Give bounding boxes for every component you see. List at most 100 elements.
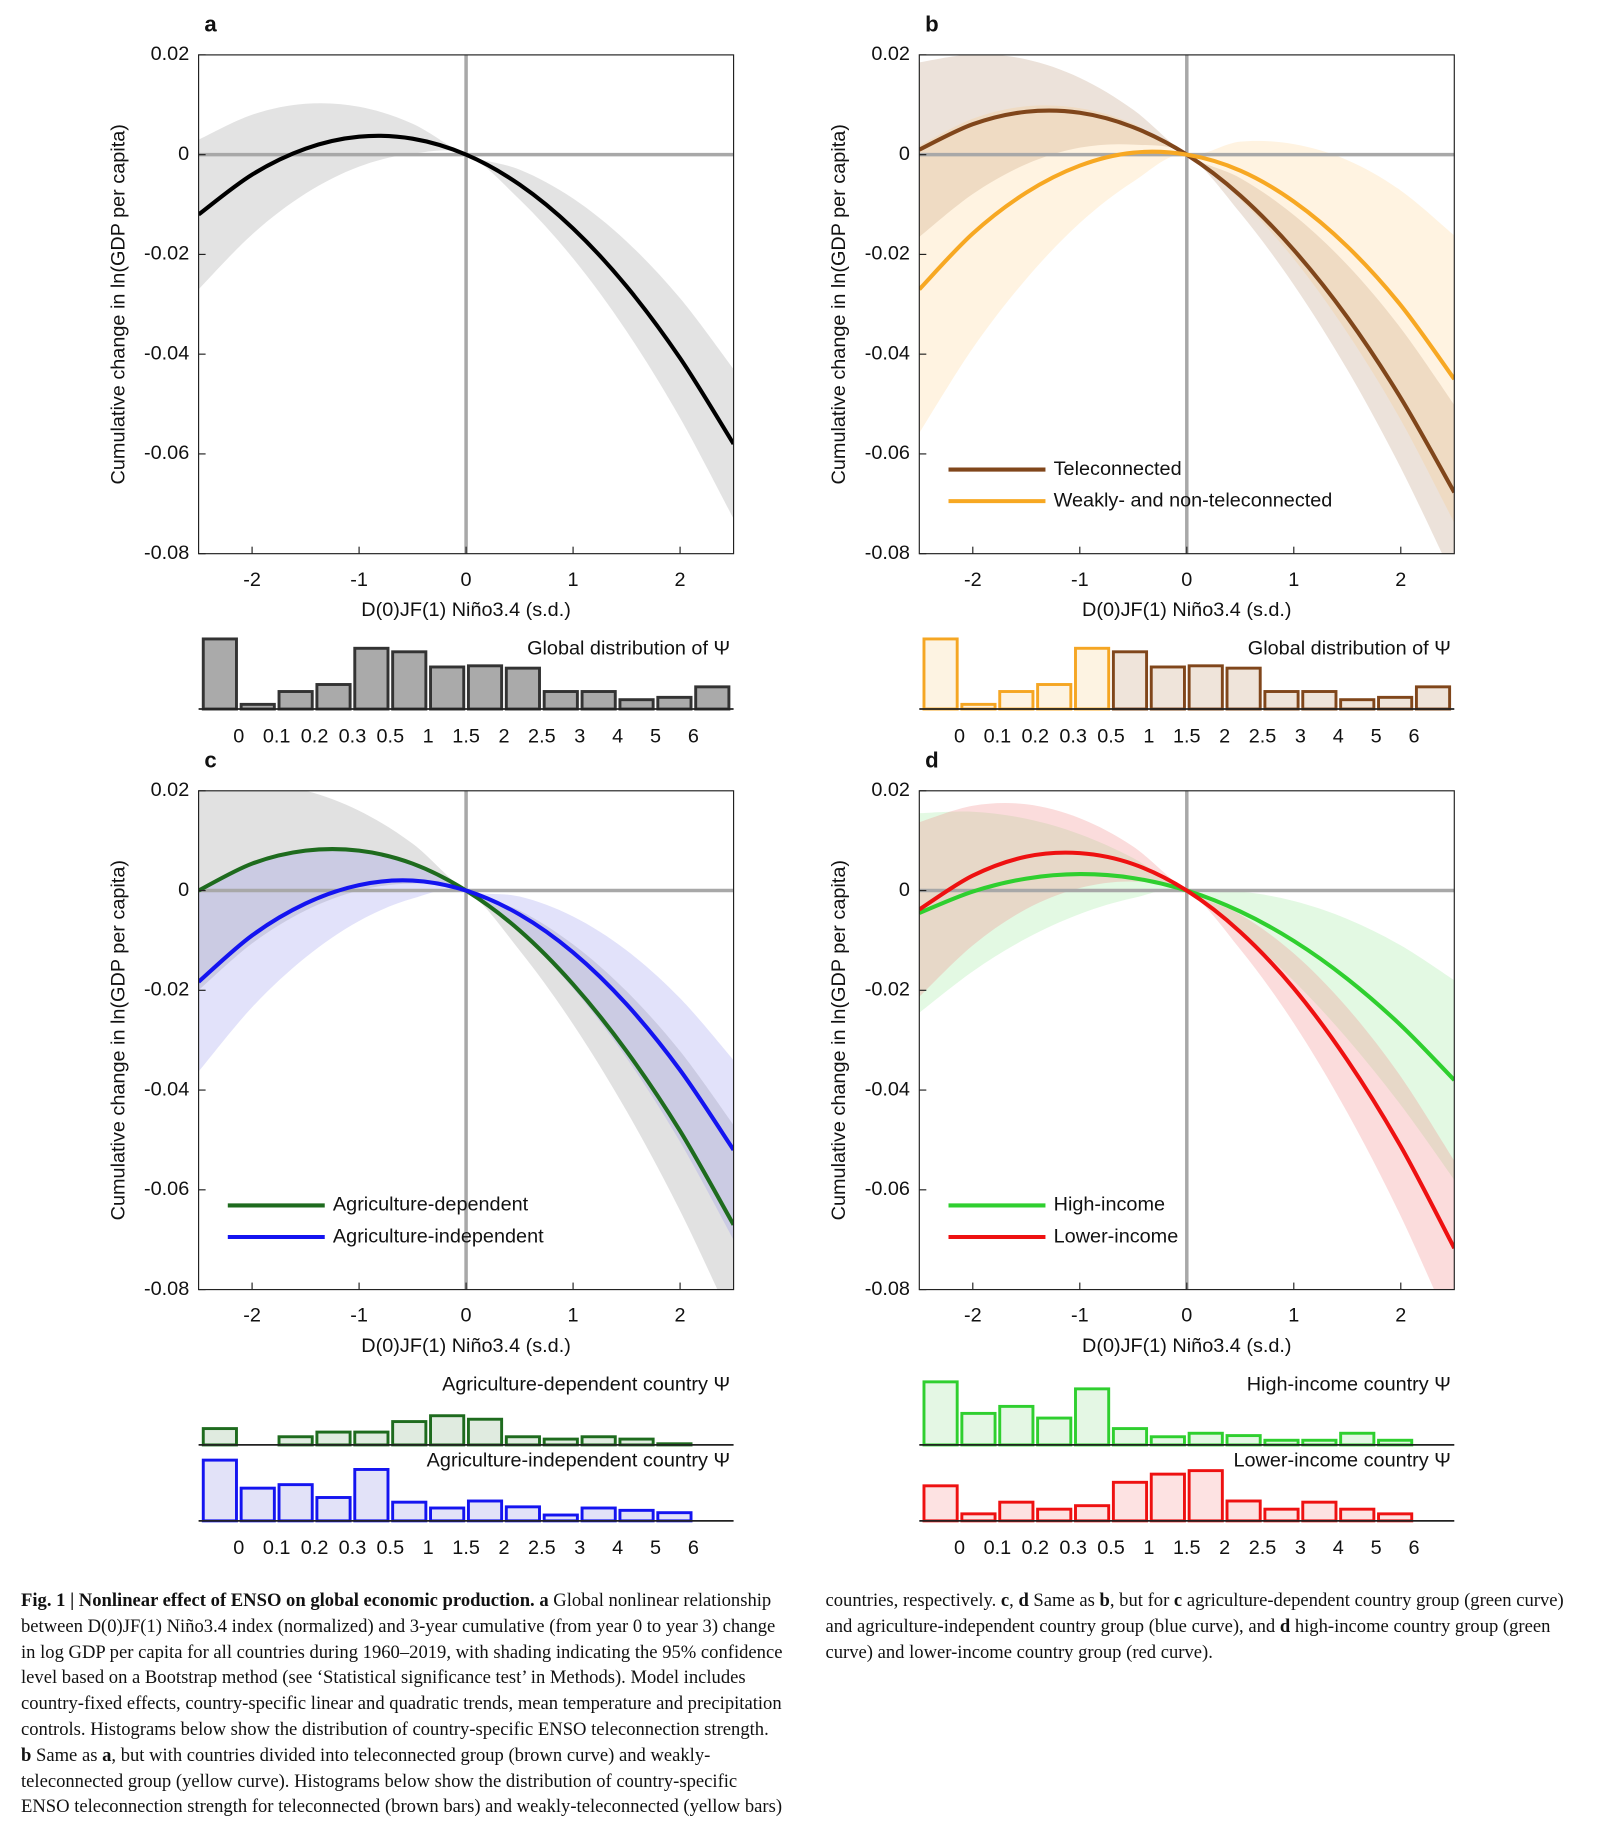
histogram-bar xyxy=(1149,665,1186,711)
x-axis-label: D(0)JF(1) Niño3.4 (s.d.) xyxy=(361,1335,571,1357)
bin-label: 2.5 xyxy=(1249,725,1277,747)
y-tick-label: -0.02 xyxy=(865,243,910,265)
histogram-bar xyxy=(1414,685,1452,711)
histogram-bar xyxy=(466,1499,504,1523)
bin-label: 4 xyxy=(612,1537,623,1559)
histogram-bar xyxy=(504,1505,541,1523)
caption: Fig. 1 | Nonlinear effect of ENSO on glo… xyxy=(21,1588,1588,1826)
histogram-bar xyxy=(1225,666,1262,711)
histogram-bar xyxy=(315,683,352,711)
histogram-bar xyxy=(960,1512,997,1523)
x-tick-label: -2 xyxy=(243,569,261,591)
legend-label: Agriculture-independent xyxy=(333,1225,544,1247)
x-tick-label: 2 xyxy=(675,569,686,591)
bin-label: 3 xyxy=(1295,1537,1306,1559)
histogram-bar xyxy=(694,685,731,711)
bin-label: 0.2 xyxy=(1021,1537,1049,1559)
bin-label: 1.5 xyxy=(452,1537,480,1559)
bin-label: 6 xyxy=(1409,725,1420,747)
histogram-bar xyxy=(1074,1387,1111,1447)
bin-label: 2 xyxy=(1219,1537,1230,1559)
histogram-bar xyxy=(1111,1480,1149,1523)
histogram-bar xyxy=(391,1420,428,1447)
y-tick-label: 0 xyxy=(899,879,910,901)
histogram-bar xyxy=(239,1486,276,1523)
y-tick-label: -0.04 xyxy=(144,342,189,364)
histogram-bar xyxy=(998,1500,1035,1523)
caption-text: , but with countries divided into teleco… xyxy=(21,1590,1001,1818)
confidence-band xyxy=(198,847,734,1240)
bin-label: 0.2 xyxy=(1021,725,1049,747)
bin-label: 2.5 xyxy=(528,725,556,747)
x-tick-label: -1 xyxy=(350,1305,368,1327)
bin-label: 3 xyxy=(574,725,585,747)
y-tick-label: -0.04 xyxy=(865,1078,910,1100)
histogram-bar xyxy=(618,698,655,711)
bin-label: 0.3 xyxy=(339,1537,367,1559)
bin-label: 2 xyxy=(498,1537,509,1559)
y-tick-label: -0.08 xyxy=(865,1278,910,1300)
caption-bold: a xyxy=(102,1744,112,1766)
x-tick-label: -2 xyxy=(243,1305,261,1327)
caption-bold: d xyxy=(1279,1615,1291,1637)
x-tick-label: 0 xyxy=(1181,569,1192,591)
histogram-bar xyxy=(277,690,314,711)
bin-label: 1.5 xyxy=(1173,725,1201,747)
bin-label: 0.3 xyxy=(339,725,367,747)
y-tick-label: -0.06 xyxy=(144,1178,189,1200)
bin-label: 2 xyxy=(1219,725,1230,747)
x-tick-label: -1 xyxy=(1071,569,1089,591)
curve xyxy=(198,133,734,446)
bin-label: 0.5 xyxy=(377,725,405,747)
legend-label: Lower-income xyxy=(1054,1225,1179,1247)
y-tick-label: 0.02 xyxy=(151,43,190,65)
x-tick-label: 1 xyxy=(568,569,579,591)
figure: a 0.02 0 -0.02 -0.04 -0.06 -0.08 -2 -1 0 1 2 D(0)JF(… xyxy=(107,12,1455,1559)
histogram-bar xyxy=(580,690,617,711)
caption-text: , but for xyxy=(1109,1590,1174,1611)
bin-label: 1 xyxy=(423,1537,434,1559)
histogram-bar xyxy=(1074,646,1111,711)
y-axis-label: Cumulative change in ln(GDP per capita) xyxy=(107,860,129,1220)
confidence-band xyxy=(919,803,1455,1290)
y-tick-label: 0.02 xyxy=(871,43,910,65)
bin-label: 1.5 xyxy=(1173,1537,1201,1559)
histogram-bar xyxy=(1339,1431,1376,1447)
y-tick-label: 0.02 xyxy=(871,779,910,801)
histogram-title: High-income country Ψ xyxy=(1247,1374,1451,1396)
histogram-bar xyxy=(542,690,579,711)
bin-label: 0.1 xyxy=(263,1537,291,1559)
histogram-bar xyxy=(201,637,238,711)
histogram-bar xyxy=(1149,1472,1186,1523)
legend-label: Teleconnected xyxy=(1054,458,1182,480)
bin-label: 2.5 xyxy=(528,1537,556,1559)
bin-label: 6 xyxy=(688,725,699,747)
histogram-bar xyxy=(1377,1512,1414,1523)
y-tick-label: -0.08 xyxy=(865,542,910,564)
x-tick-label: -2 xyxy=(964,569,982,591)
bin-label: 0.1 xyxy=(984,725,1012,747)
histogram-bar xyxy=(1074,1504,1111,1523)
caption-bold: d xyxy=(1018,1590,1029,1611)
histogram-bar xyxy=(960,1411,997,1447)
confidence-band xyxy=(198,103,734,519)
bin-label: 0.5 xyxy=(1097,725,1125,747)
bin-label: 2.5 xyxy=(1249,1537,1277,1559)
histogram-bar xyxy=(353,646,390,711)
y-tick-label: 0 xyxy=(899,143,910,165)
caption-text: Same as xyxy=(1028,1590,1100,1611)
y-tick-label: -0.06 xyxy=(865,442,910,464)
x-tick-label: 2 xyxy=(675,1305,686,1327)
histogram-bar xyxy=(1301,1500,1338,1523)
histogram-bar xyxy=(580,1435,617,1447)
histogram-bar xyxy=(656,1511,693,1523)
histogram-bar xyxy=(922,1484,959,1523)
bin-label: 4 xyxy=(1333,1537,1344,1559)
histogram-bar xyxy=(1187,1431,1224,1447)
bin-label: 0 xyxy=(233,725,244,747)
histogram-bar xyxy=(1225,1499,1262,1523)
x-tick-label: 1 xyxy=(568,1305,579,1327)
y-tick-label: -0.08 xyxy=(144,1278,189,1300)
histogram-bar xyxy=(353,1430,390,1447)
